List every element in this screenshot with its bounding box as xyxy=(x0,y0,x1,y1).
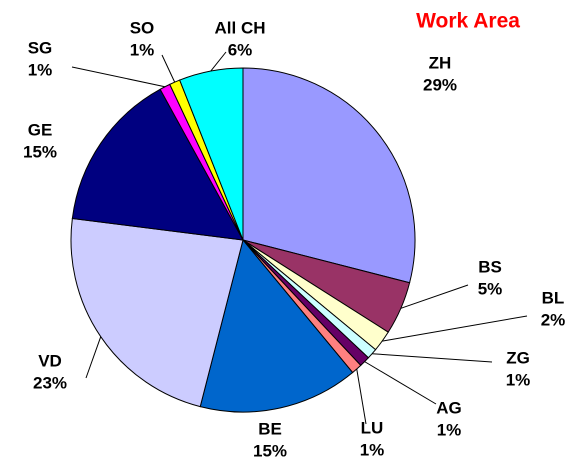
value-label: 2% xyxy=(541,310,566,329)
slice-label: SG xyxy=(28,38,53,57)
slice-label: AG xyxy=(436,398,462,417)
slice-label: BE xyxy=(258,419,282,438)
chart-title: Work Area xyxy=(416,10,520,33)
slice-label: GE xyxy=(28,120,53,139)
leader-line xyxy=(356,368,367,425)
leader-line xyxy=(161,54,176,83)
slice-label: All CH xyxy=(215,18,266,37)
value-label: 23% xyxy=(33,373,67,392)
value-label: 5% xyxy=(478,279,503,298)
value-label: 1% xyxy=(360,440,385,459)
slice-label: SO xyxy=(130,18,155,37)
slice-label: LU xyxy=(361,418,384,437)
leader-line xyxy=(382,315,528,342)
slice-label: BL xyxy=(542,288,565,307)
leader-line xyxy=(371,353,493,363)
value-label: 1% xyxy=(28,60,53,79)
slice-label: BS xyxy=(478,257,502,276)
value-label: 15% xyxy=(23,142,57,161)
value-label: 29% xyxy=(423,75,457,94)
value-label: 6% xyxy=(228,40,253,59)
value-label: 1% xyxy=(437,420,462,439)
slice-label: VD xyxy=(38,351,62,370)
pie-slice xyxy=(70,217,244,408)
pie-slice xyxy=(71,88,244,241)
leader-line xyxy=(85,336,102,379)
value-label: 1% xyxy=(506,370,531,389)
value-label: 1% xyxy=(130,40,155,59)
leader-line xyxy=(71,66,166,88)
pie-slice xyxy=(199,238,354,413)
slice-label: ZH xyxy=(429,53,452,72)
value-label: 15% xyxy=(253,441,287,460)
leader-line xyxy=(210,51,227,72)
leader-line xyxy=(400,284,469,309)
leader-line xyxy=(364,361,437,405)
slice-label: ZG xyxy=(506,348,530,367)
pie-slice xyxy=(242,67,416,284)
